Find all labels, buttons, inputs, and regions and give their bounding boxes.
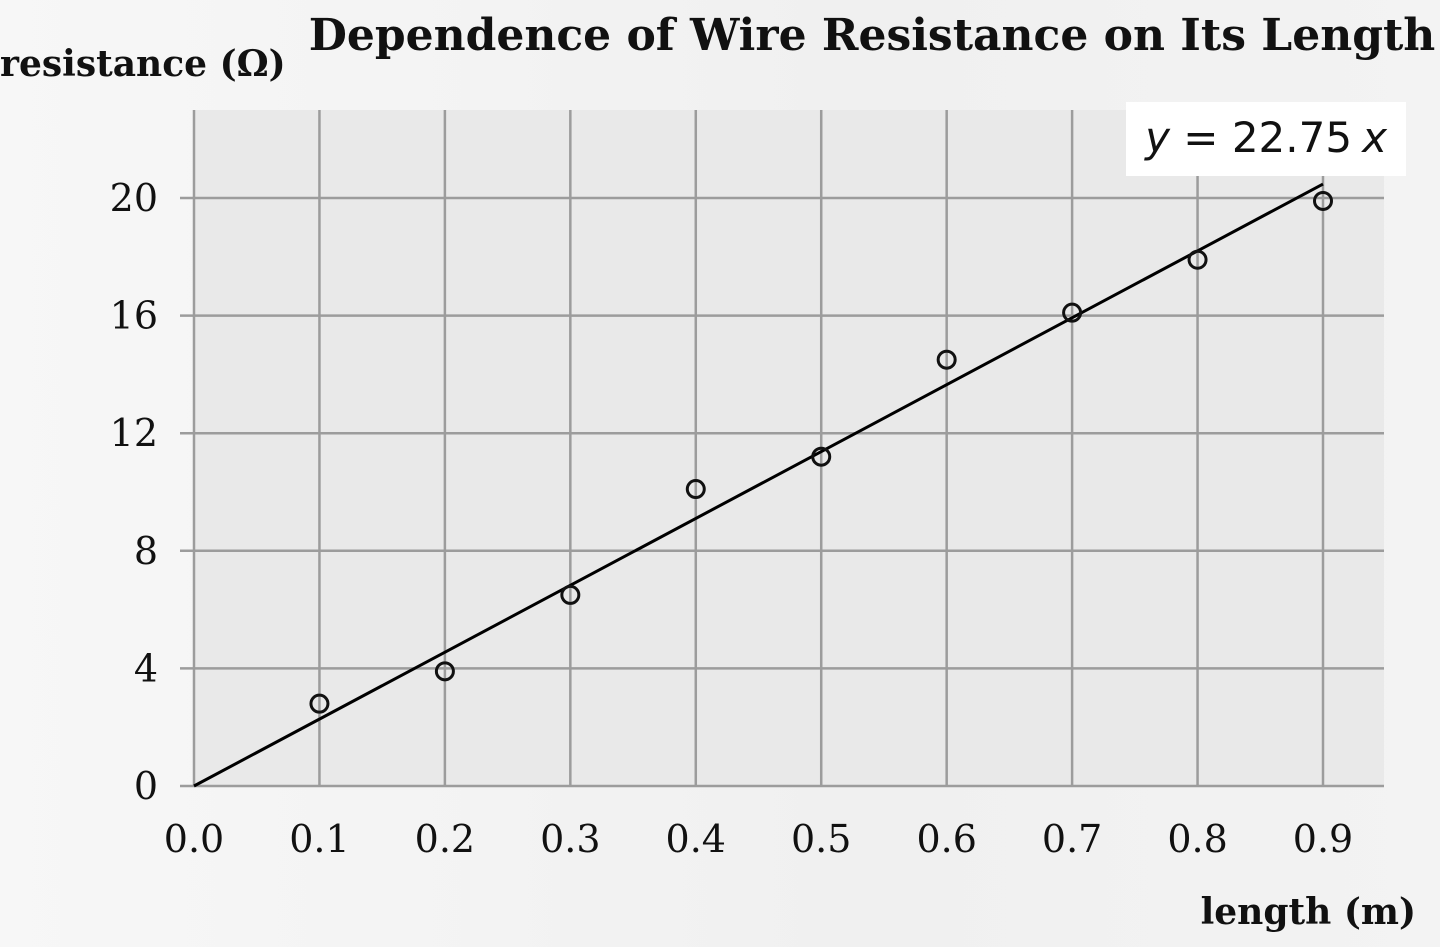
trendline-equation: y = 22.75 x bbox=[1143, 113, 1388, 162]
x-axis-label: length (m) bbox=[1201, 891, 1416, 933]
x-tick-label: 0.8 bbox=[1167, 817, 1227, 861]
data-points-layer bbox=[309, 190, 1333, 714]
y-tick-label: 12 bbox=[110, 411, 158, 455]
y-tick-label: 16 bbox=[110, 294, 158, 338]
x-tick-label: 0.7 bbox=[1042, 817, 1102, 861]
x-tick-label: 0.4 bbox=[666, 817, 726, 861]
x-tick-label: 0.5 bbox=[791, 817, 851, 861]
y-tick-label: 20 bbox=[110, 176, 158, 220]
equation-box: y = 22.75 x bbox=[1126, 102, 1406, 176]
x-tick-label: 0.2 bbox=[415, 817, 475, 861]
equation-coefficient: = 22.75 bbox=[1170, 113, 1352, 162]
y-tick-labels: 0 4 8 12 16 20 bbox=[110, 176, 158, 808]
equation-var-y: y bbox=[1143, 113, 1171, 162]
y-axis-label: resistance (Ω) bbox=[0, 43, 286, 85]
data-point bbox=[936, 349, 957, 370]
chart-title: Dependence of Wire Resistance on Its Len… bbox=[309, 10, 1436, 61]
y-tick-label: 4 bbox=[134, 646, 158, 690]
x-tick-label: 0.6 bbox=[916, 817, 976, 861]
data-point bbox=[1187, 249, 1208, 270]
data-point bbox=[1313, 190, 1333, 211]
x-tick-label: 0.9 bbox=[1293, 817, 1353, 861]
equation-box-bg bbox=[1126, 102, 1406, 176]
trendline-layer bbox=[193, 182, 1324, 788]
x-tick-label: 0.0 bbox=[164, 817, 224, 861]
x-tick-label: 0.1 bbox=[289, 817, 349, 861]
data-point bbox=[309, 693, 330, 714]
x-tick-labels: 0.0 0.1 0.2 0.3 0.4 0.5 0.6 0.7 0.8 0.9 bbox=[164, 817, 1353, 861]
x-tick-label: 0.3 bbox=[540, 817, 600, 861]
data-point bbox=[1062, 302, 1083, 323]
trendline bbox=[193, 182, 1324, 788]
data-point bbox=[560, 584, 581, 605]
plot-area bbox=[194, 110, 1384, 786]
data-point bbox=[434, 661, 455, 682]
data-point bbox=[811, 446, 832, 467]
y-tick-label: 8 bbox=[134, 529, 158, 573]
equation-var-x: x bbox=[1360, 113, 1388, 162]
data-point bbox=[685, 479, 706, 500]
y-tick-label: 0 bbox=[134, 764, 158, 808]
